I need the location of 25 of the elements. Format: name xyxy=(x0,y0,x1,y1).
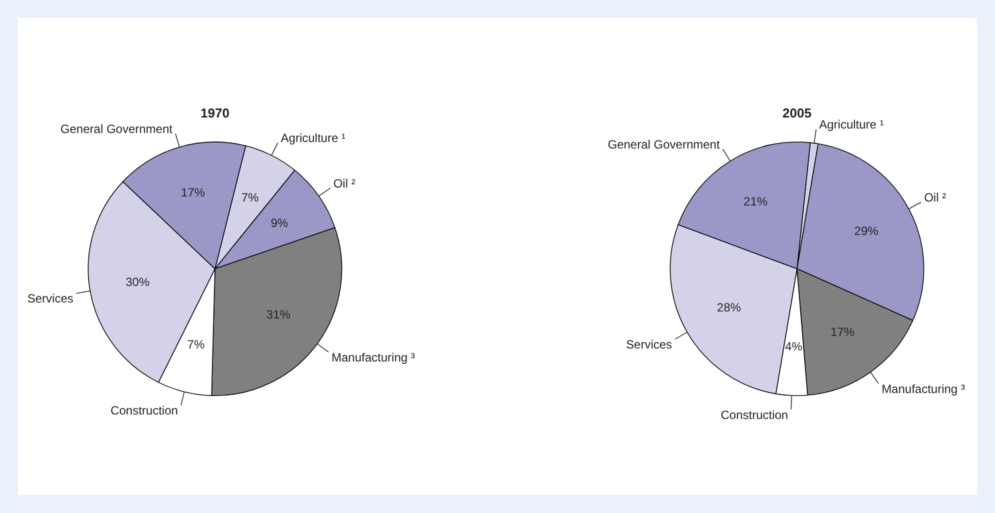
slice-label: Construction xyxy=(720,408,788,422)
slice-label: Oil ² xyxy=(333,176,356,190)
chart-title: 1970 xyxy=(200,105,230,120)
data-label: 21% xyxy=(744,194,768,208)
data-label: 17% xyxy=(180,186,206,200)
slice-label: Oil ² xyxy=(924,190,946,205)
slice-label: Services xyxy=(626,338,672,352)
data-label: 29% xyxy=(854,224,879,238)
slice-label: Services xyxy=(27,292,74,306)
chart-title: 2005 xyxy=(782,105,812,120)
slice-label: Agriculture ¹ xyxy=(819,118,884,132)
data-label: 7% xyxy=(187,337,205,352)
data-label: 7% xyxy=(241,190,260,205)
data-label: 17% xyxy=(830,325,855,340)
slice-label: Manufacturing ³ xyxy=(332,350,415,364)
data-label: 31% xyxy=(266,308,291,322)
slice-label: Agriculture ¹ xyxy=(280,131,346,146)
slice-label: General Government xyxy=(60,122,174,136)
data-label: 4% xyxy=(785,340,803,354)
slice-label: Construction xyxy=(110,404,178,418)
data-label: 28% xyxy=(716,300,742,314)
data-label: 9% xyxy=(270,216,288,230)
slice-label: General Government xyxy=(608,137,720,152)
slice-label: Manufacturing ³ xyxy=(882,382,965,396)
data-label: 30% xyxy=(126,274,150,289)
